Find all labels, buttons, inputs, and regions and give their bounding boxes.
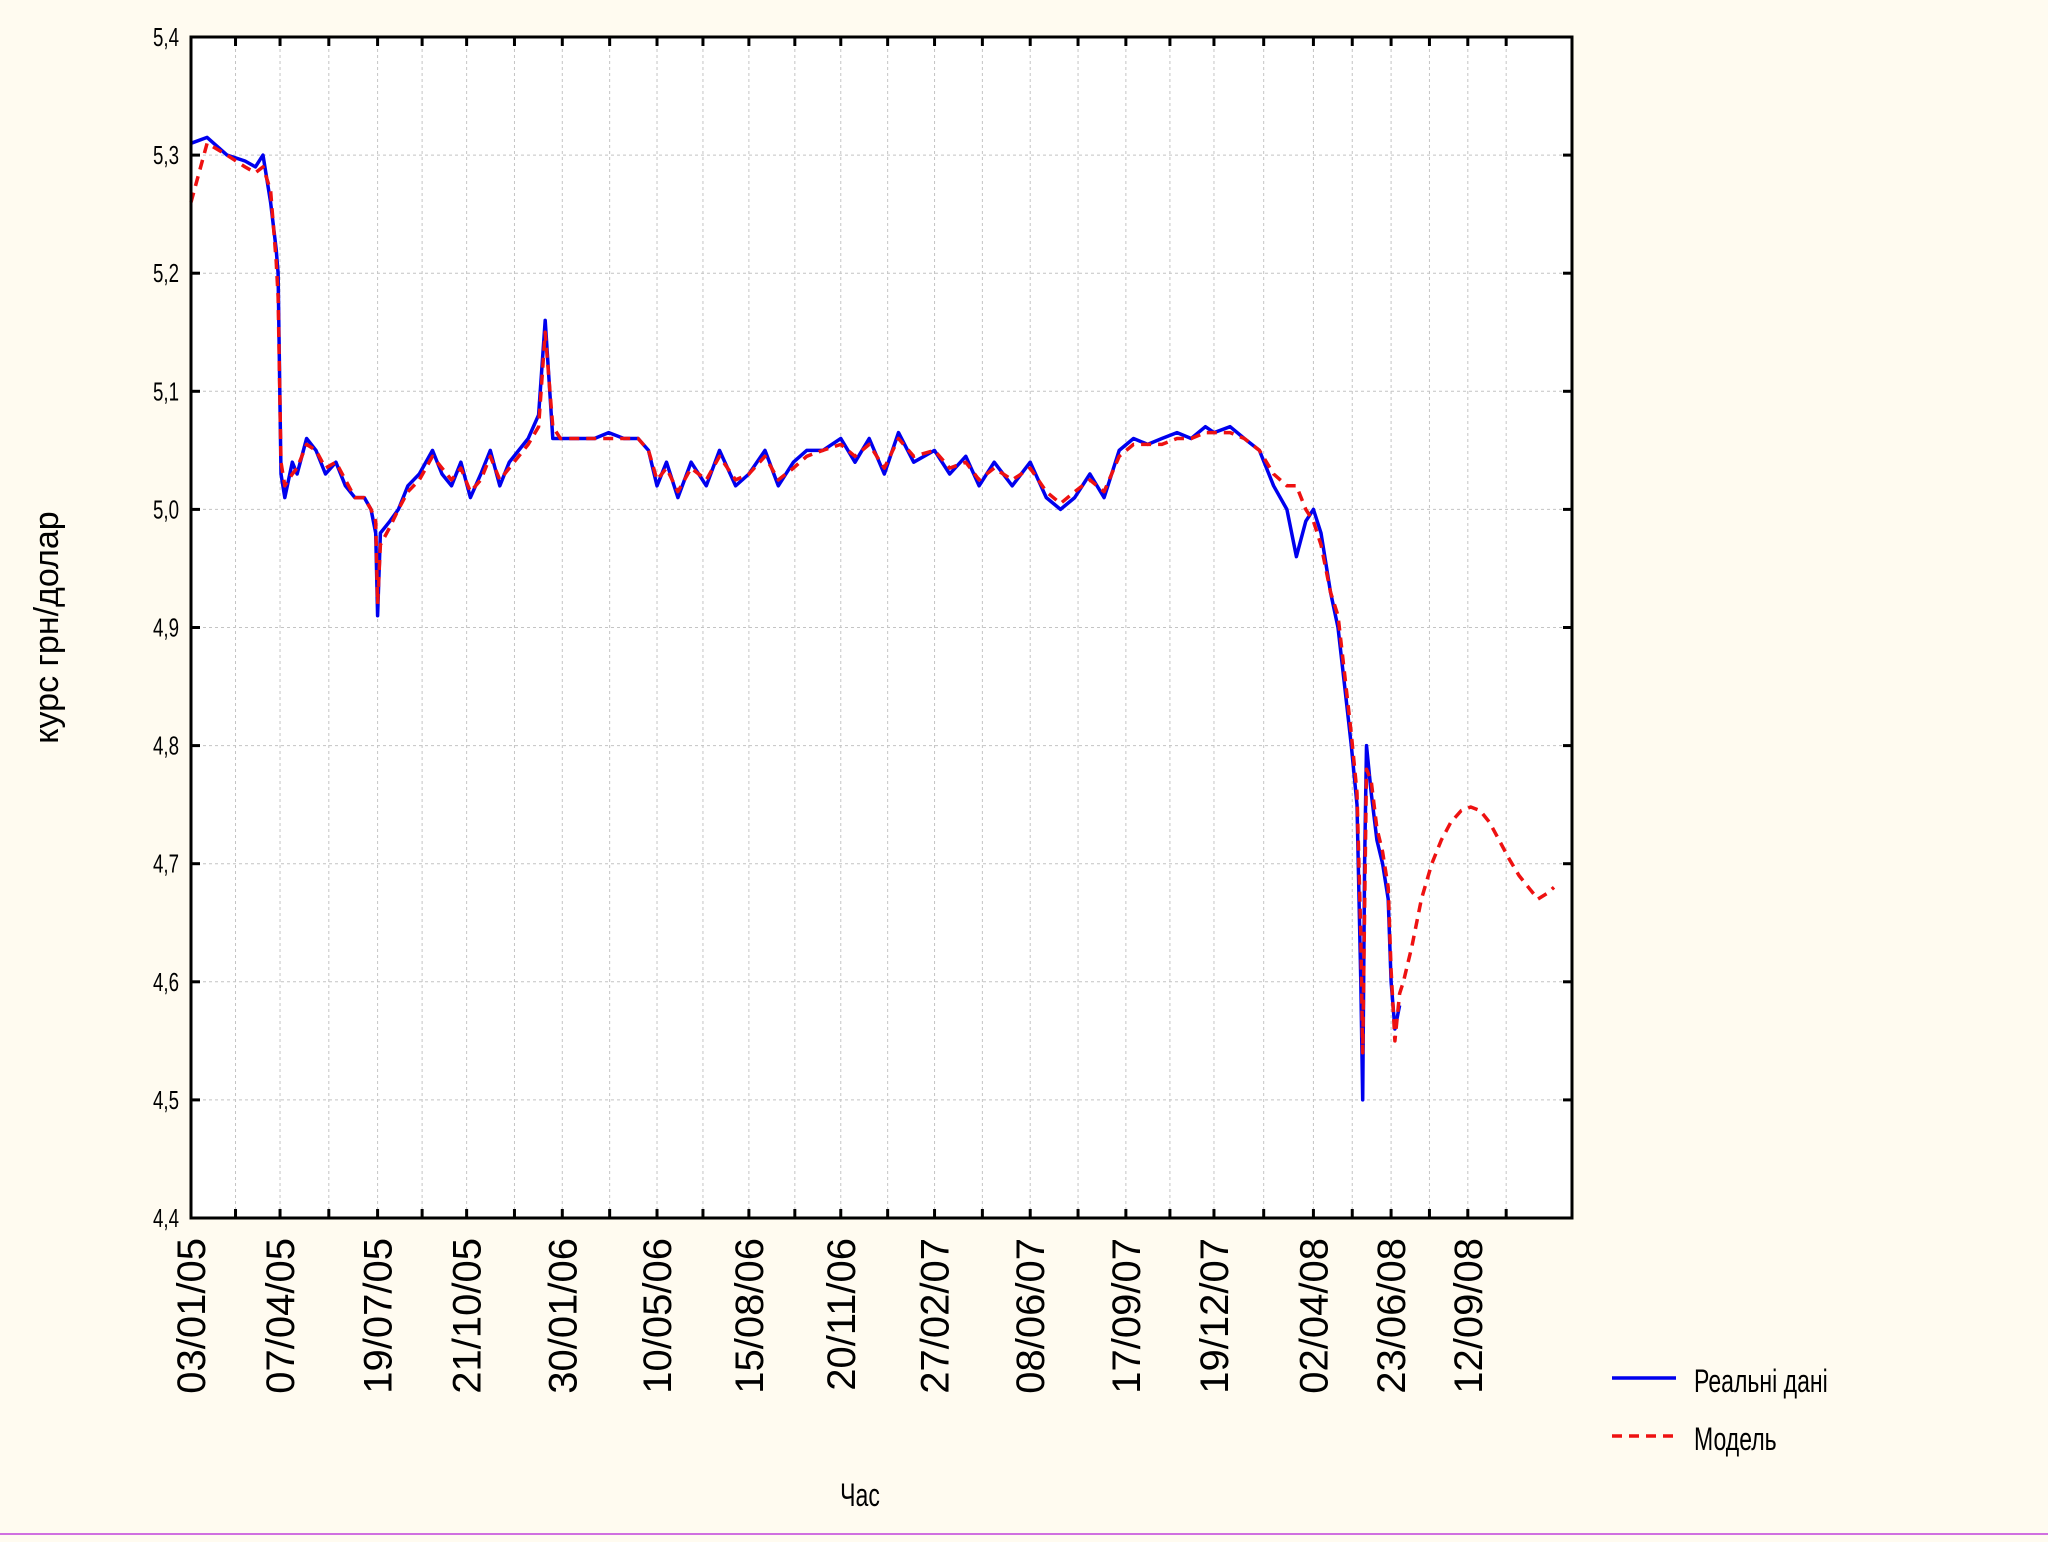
- y-tick-label: 5,3: [153, 140, 179, 170]
- y-tick-label: 4,5: [153, 1085, 179, 1115]
- y-tick-label: 5,2: [153, 258, 179, 288]
- y-tick-label: 5,1: [153, 376, 179, 406]
- x-axis-label: Час: [840, 1477, 880, 1513]
- y-axis-tick-labels: 4,4 4,5 4,6 4,7 4,8 4,9 5,0 5,1 5,2 5,3 5,4: [153, 22, 179, 1233]
- x-tick-label: 17/09/07: [1105, 1238, 1149, 1394]
- y-axis-label: курс грн/долар: [28, 511, 66, 743]
- y-tick-label: 4,8: [153, 730, 179, 760]
- x-axis-tick-labels: 03/01/05 07/04/05 19/07/05 21/10/05 30/01/06…: [170, 1238, 1491, 1394]
- x-tick-label: 19/12/07: [1193, 1238, 1237, 1394]
- series-line-model: [189, 141, 1556, 1055]
- x-tick-label: 20/11/06: [820, 1238, 864, 1391]
- x-tick-label: 21/10/05: [446, 1238, 490, 1394]
- y-tick-label: 5,4: [153, 22, 179, 52]
- x-tick-label: 30/01/06: [541, 1238, 585, 1394]
- x-tick-label: 15/08/06: [728, 1238, 772, 1394]
- y-tick-label: 4,9: [153, 612, 179, 642]
- x-tick-label: 08/06/07: [1009, 1238, 1053, 1394]
- y-tick-label: 5,0: [153, 494, 179, 524]
- y-tick-label: 4,6: [153, 967, 179, 997]
- series-layer: [189, 135, 1556, 1102]
- x-tick-label: 10/05/06: [636, 1238, 680, 1394]
- x-tick-label: 02/04/08: [1292, 1238, 1336, 1394]
- y-tick-label: 4,4: [153, 1203, 179, 1233]
- x-tick-label: 23/06/08: [1370, 1238, 1414, 1394]
- grid-lines: [191, 37, 1572, 1218]
- x-tick-label: 07/04/05: [259, 1238, 303, 1394]
- legend-label-real: Реальні дані: [1694, 1363, 1828, 1399]
- legend-label-model: Модель: [1694, 1421, 1777, 1457]
- plot-frame: [189, 35, 1574, 1220]
- x-tick-label: 27/02/07: [914, 1238, 958, 1394]
- bottom-border: [0, 1533, 2048, 1535]
- x-tick-label: 03/01/05: [170, 1238, 214, 1394]
- legend: Реальні дані Модель: [1612, 1363, 1828, 1457]
- x-tick-label: 12/09/08: [1447, 1238, 1491, 1394]
- y-tick-label: 4,7: [153, 849, 179, 879]
- x-tick-label: 19/07/05: [357, 1238, 401, 1394]
